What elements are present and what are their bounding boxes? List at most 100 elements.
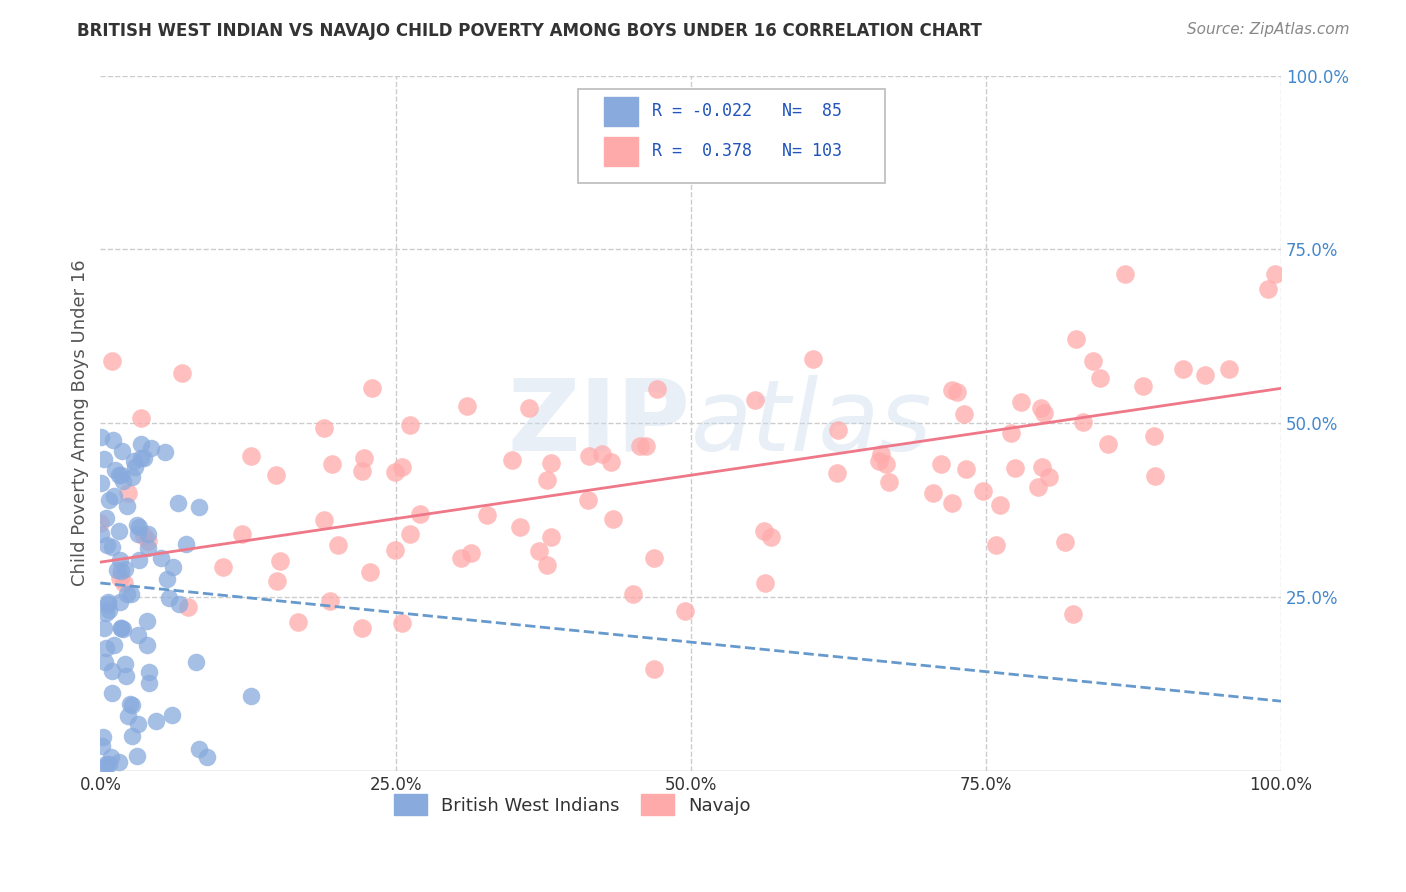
Point bbox=[125, 517, 148, 532]
Point bbox=[100, 749, 122, 764]
Point bbox=[138, 676, 160, 690]
Point bbox=[922, 486, 945, 500]
Point bbox=[825, 466, 848, 480]
Point bbox=[352, 464, 374, 478]
Point bbox=[90, 476, 112, 491]
Point bbox=[145, 714, 167, 728]
Point bbox=[391, 616, 413, 631]
Point bbox=[91, 730, 114, 744]
Point bbox=[110, 564, 132, 578]
Point bbox=[1257, 282, 1279, 296]
Point bbox=[110, 468, 132, 483]
Text: atlas: atlas bbox=[690, 375, 932, 472]
Point bbox=[1081, 354, 1104, 368]
Point bbox=[450, 550, 472, 565]
Point bbox=[97, 597, 120, 611]
Point bbox=[90, 739, 112, 753]
Text: Source: ZipAtlas.com: Source: ZipAtlas.com bbox=[1187, 22, 1350, 37]
Point bbox=[127, 527, 149, 541]
Point bbox=[115, 499, 138, 513]
Point bbox=[1132, 379, 1154, 393]
Point bbox=[121, 729, 143, 743]
Point bbox=[1143, 468, 1166, 483]
Point bbox=[127, 717, 149, 731]
Point bbox=[186, 655, 208, 669]
Point bbox=[97, 595, 120, 609]
Point bbox=[108, 755, 131, 769]
Point bbox=[107, 563, 129, 577]
Point bbox=[972, 484, 994, 499]
Point bbox=[600, 455, 623, 469]
Point bbox=[984, 538, 1007, 552]
Point bbox=[877, 475, 900, 489]
Point bbox=[319, 594, 342, 608]
Point bbox=[138, 665, 160, 680]
Legend: British West Indians, Navajo: British West Indians, Navajo bbox=[385, 785, 759, 824]
Point bbox=[1031, 401, 1053, 415]
Point bbox=[868, 454, 890, 468]
Point bbox=[509, 519, 531, 533]
Point bbox=[117, 708, 139, 723]
Point bbox=[1194, 368, 1216, 382]
Point bbox=[159, 591, 181, 606]
Point bbox=[134, 528, 156, 542]
Point bbox=[312, 513, 335, 527]
Point bbox=[110, 621, 132, 635]
Point bbox=[115, 587, 138, 601]
Point bbox=[456, 400, 478, 414]
Point bbox=[1031, 460, 1053, 475]
Point bbox=[314, 420, 336, 434]
Point bbox=[266, 574, 288, 588]
Point bbox=[621, 586, 644, 600]
Point bbox=[384, 542, 406, 557]
Point bbox=[100, 664, 122, 678]
Point bbox=[94, 759, 117, 773]
Point bbox=[160, 708, 183, 723]
Point bbox=[100, 686, 122, 700]
Point bbox=[231, 526, 253, 541]
Point bbox=[90, 526, 112, 541]
Point bbox=[761, 530, 783, 544]
Point bbox=[172, 366, 194, 380]
Point bbox=[955, 462, 977, 476]
Point bbox=[96, 607, 118, 621]
Point bbox=[1026, 480, 1049, 494]
Point bbox=[359, 566, 381, 580]
Point bbox=[941, 383, 963, 397]
Point bbox=[1064, 332, 1087, 346]
Point bbox=[127, 627, 149, 641]
Point bbox=[107, 524, 129, 538]
Point bbox=[391, 459, 413, 474]
Point bbox=[264, 467, 287, 482]
Point bbox=[1033, 406, 1056, 420]
Point bbox=[475, 508, 498, 522]
Point bbox=[96, 641, 118, 656]
Text: ZIP: ZIP bbox=[508, 375, 690, 472]
Point bbox=[643, 662, 665, 676]
Point bbox=[536, 473, 558, 487]
Point bbox=[93, 621, 115, 635]
Point bbox=[195, 750, 218, 764]
Point bbox=[1143, 429, 1166, 443]
Point bbox=[97, 493, 120, 508]
Point bbox=[93, 451, 115, 466]
Point bbox=[187, 500, 209, 515]
Point bbox=[576, 492, 599, 507]
Point bbox=[111, 474, 134, 488]
Point bbox=[120, 587, 142, 601]
Point bbox=[1000, 426, 1022, 441]
Point bbox=[188, 742, 211, 756]
Point bbox=[103, 489, 125, 503]
Point bbox=[399, 527, 422, 541]
Point bbox=[89, 516, 111, 530]
Point bbox=[578, 449, 600, 463]
Point bbox=[111, 622, 134, 636]
Point bbox=[744, 392, 766, 407]
Point bbox=[129, 437, 152, 451]
Point bbox=[94, 656, 117, 670]
Point bbox=[239, 449, 262, 463]
Point bbox=[754, 576, 776, 591]
Point bbox=[97, 756, 120, 771]
Point bbox=[1090, 370, 1112, 384]
Point bbox=[112, 576, 135, 591]
